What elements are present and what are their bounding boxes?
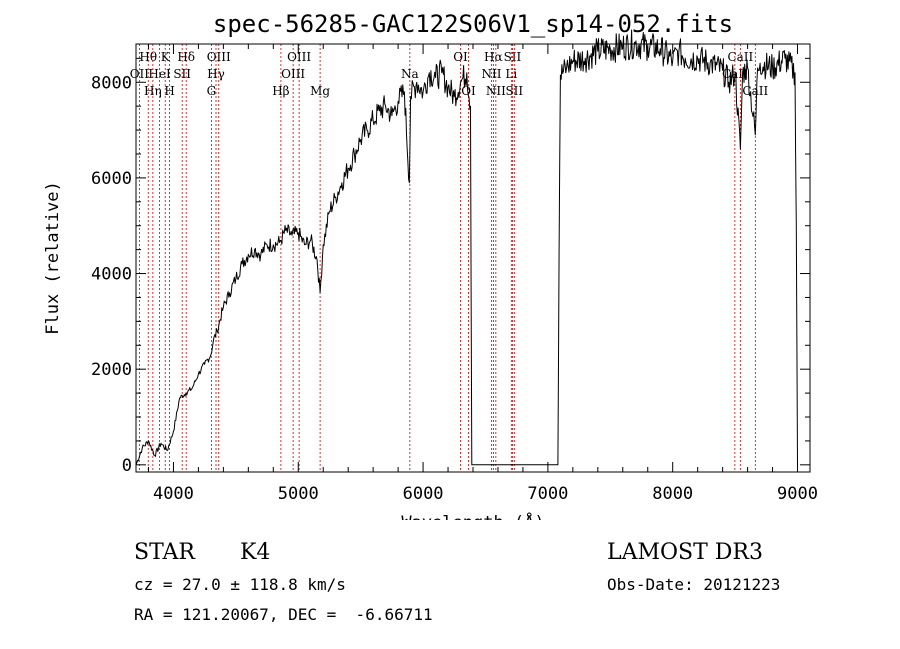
x-tick-label: 4000 (153, 484, 194, 504)
marker-label: Hη (144, 84, 162, 98)
marker-label: OII (130, 67, 150, 81)
y-tick-label: 8000 (91, 73, 132, 93)
marker-label: Hδ (177, 50, 195, 64)
marker-label: OI (453, 50, 468, 64)
marker-label: HeI (148, 67, 171, 81)
survey-name: LAMOST DR3 (607, 540, 763, 565)
marker-label: G (207, 84, 217, 98)
x-tick-label: 7000 (527, 484, 568, 504)
marker-label: Na (401, 67, 419, 81)
ra-dec-coords: RA = 121.20067, DEC = -6.66711 (134, 605, 433, 624)
marker-label: Hθ (139, 50, 157, 64)
spectrum-chart: spec-56285-GAC122S06V1_sp14-052.fits Hθ O… (43, 10, 818, 520)
x-tick-label: 6000 (403, 484, 444, 504)
marker-label: OIII (207, 50, 231, 64)
marker-label: OIII (281, 67, 305, 81)
marker-label: Hβ (272, 84, 289, 98)
x-tick-label: 5000 (278, 484, 319, 504)
object-subclass: K4 (240, 540, 271, 565)
marker-label: NII (481, 67, 501, 81)
marker-label: OI (461, 84, 476, 98)
marker-label: SII (173, 67, 191, 81)
x-axis-label: Wavelength (Å) (401, 511, 544, 520)
marker-label: Hα (484, 50, 503, 64)
flux-line (135, 29, 798, 466)
y-tick-label: 0 (122, 456, 132, 476)
marker-label: Li (505, 67, 517, 81)
obs-date: Obs-Date: 20121223 (607, 575, 781, 594)
y-tick-label: 4000 (91, 265, 132, 285)
axis-ticks: 4000 5000 6000 7000 8000 9000 0 2000 4000 6000 800… (91, 44, 818, 504)
x-tick-label: 8000 (652, 484, 693, 504)
redshift-cz: cz = 27.0 ± 118.8 km/s (134, 575, 346, 594)
spectral-line-markers: Hθ OII Hη HeI K H SII Hδ G Hγ OIII Hβ OIII OIII Mg Na OI… (130, 44, 768, 472)
x-tick-label: 9000 (777, 484, 818, 504)
marker-label: K (161, 50, 171, 64)
y-tick-label: 6000 (91, 169, 132, 189)
object-class: STAR (134, 540, 195, 565)
chart-title: spec-56285-GAC122S06V1_sp14-052.fits (213, 10, 733, 38)
marker-label: OIII (287, 50, 311, 64)
marker-label: Hγ (207, 67, 225, 81)
y-tick-label: 2000 (91, 360, 132, 380)
y-axis-label: Flux (relative) (43, 181, 63, 335)
marker-label: H (164, 84, 174, 98)
marker-label: SII (504, 50, 522, 64)
marker-label: Mg (310, 84, 330, 98)
marker-label: CaII (742, 84, 768, 98)
marker-label: SII (505, 84, 523, 98)
flux-series (135, 29, 798, 466)
marker-label: NII (486, 84, 506, 98)
marker-label: CaII (727, 50, 753, 64)
plot-frame (135, 43, 811, 473)
